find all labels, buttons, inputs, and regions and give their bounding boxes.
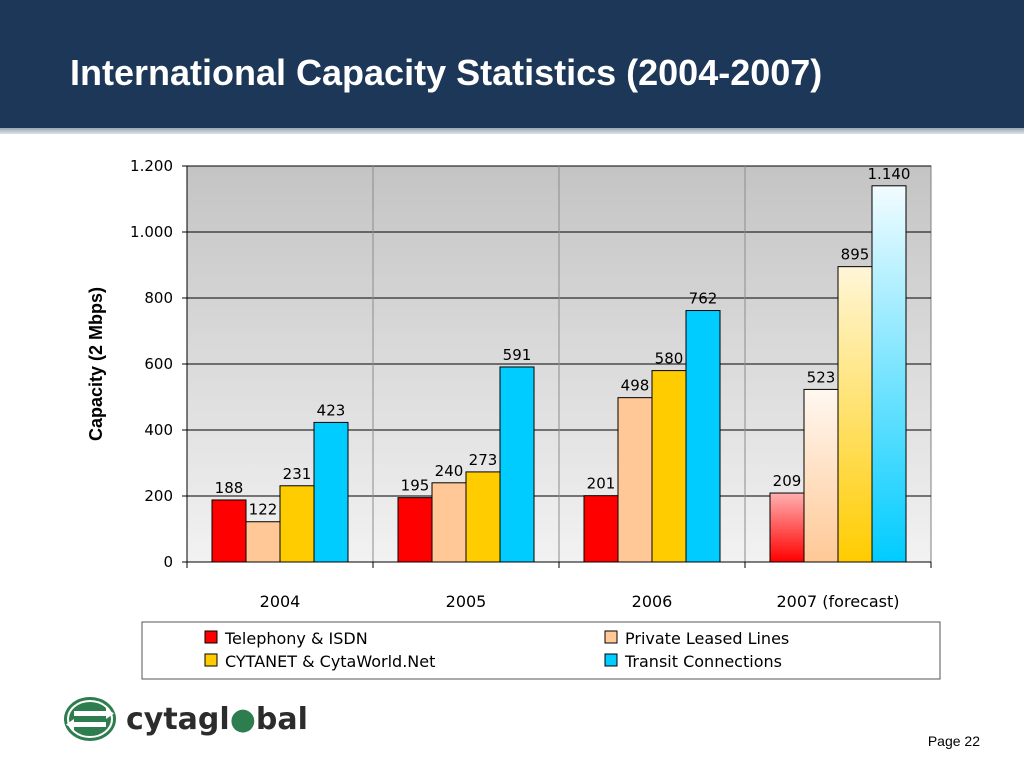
legend-box (141, 621, 941, 680)
bar-2-1 (465, 471, 501, 563)
bar-3-1 (499, 366, 535, 563)
data-label: 188 (215, 479, 244, 497)
data-label: 895 (841, 246, 870, 264)
bar-1-1 (431, 482, 467, 563)
bar-2-3 (837, 266, 873, 563)
data-label: 122 (249, 501, 278, 519)
y-tick-label: 1.200 (130, 157, 173, 175)
bar-3-2 (685, 310, 721, 563)
bar-3-0 (313, 421, 349, 563)
y-tick-label: 1.000 (130, 223, 173, 241)
bar-3-3 (871, 185, 907, 563)
data-label: 762 (689, 290, 718, 308)
legend-label: Transit Connections (624, 652, 782, 671)
data-label: 195 (401, 477, 430, 495)
y-tick-label: 0 (163, 553, 173, 571)
data-label: 240 (435, 462, 464, 480)
y-tick-label: 400 (144, 421, 173, 439)
bar-0-3 (769, 492, 805, 563)
x-tick-label: 2005 (446, 592, 487, 611)
bar-2-2 (651, 370, 687, 563)
data-label: 1.140 (868, 165, 911, 183)
legend-label: CYTANET & CytaWorld.Net (225, 652, 435, 671)
data-label: 201 (587, 475, 616, 493)
legend-swatch (204, 630, 218, 644)
legend-label: Private Leased Lines (625, 629, 789, 648)
bar-0-1 (397, 497, 433, 563)
bar-1-0 (245, 521, 281, 563)
capacity-bar-chart: 0 200 400 600 800 1.000 1.200 2004 2005 2006 2007 … (86, 157, 941, 680)
data-label: 423 (317, 401, 346, 419)
bar-1-3 (803, 388, 839, 563)
y-tick-label: 200 (144, 487, 173, 505)
legend-swatch (604, 630, 618, 644)
x-tick-label: 2006 (632, 592, 673, 611)
cytaglobal-logo: cytagl●bal (64, 697, 308, 741)
x-tick-label: 2004 (260, 592, 301, 611)
data-label: 591 (503, 346, 532, 364)
bar-1-2 (617, 397, 653, 563)
y-tick-label: 800 (144, 289, 173, 307)
legend-label: Telephony & ISDN (224, 629, 368, 648)
logo-wordmark: cytagl●bal (126, 702, 308, 737)
bar-2-0 (279, 485, 315, 563)
legend-swatch (204, 653, 218, 667)
bar-0-0 (211, 499, 247, 563)
slide-header (0, 0, 1024, 128)
data-label: 523 (807, 368, 836, 386)
legend-swatch (604, 653, 618, 667)
header-divider (0, 128, 1024, 134)
data-label: 273 (469, 451, 498, 469)
page-number: Page 22 (927, 733, 980, 749)
globe-arrows-icon (64, 697, 116, 741)
bar-0-2 (583, 495, 619, 563)
data-label: 231 (283, 465, 312, 483)
slide-title: International Capacity Statistics (2004-… (70, 52, 823, 93)
y-tick-label: 600 (144, 355, 173, 373)
data-label: 209 (773, 472, 802, 490)
x-tick-label: 2007 (forecast) (777, 592, 900, 611)
data-label: 498 (621, 377, 650, 395)
data-label: 580 (655, 350, 684, 368)
y-axis-label: Capacity (2 Mbps) (86, 287, 106, 441)
